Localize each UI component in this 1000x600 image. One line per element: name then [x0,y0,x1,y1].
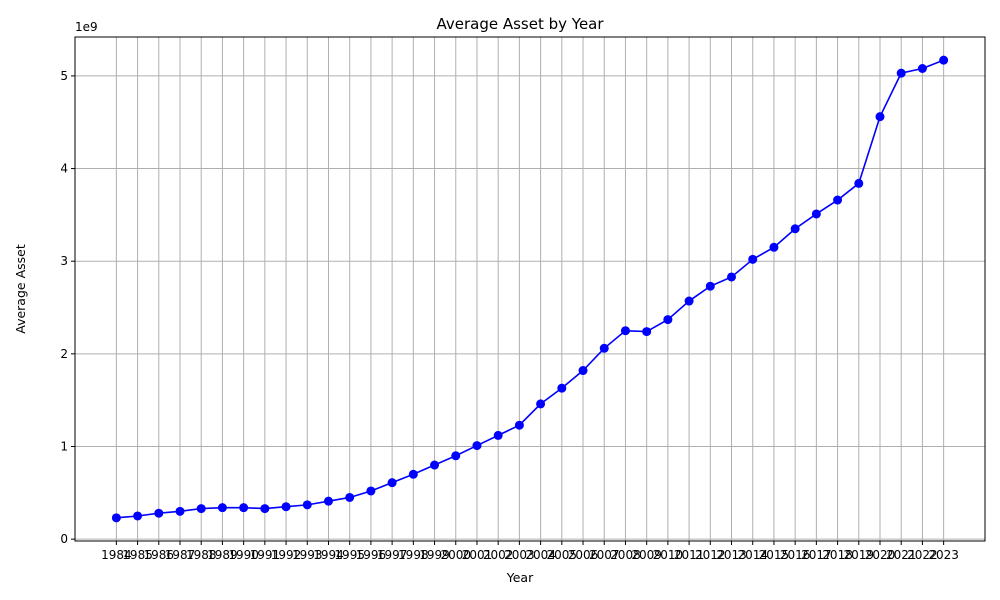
x-tick-label: 2011 [674,548,705,562]
data-point [260,504,270,514]
data-point [811,209,821,219]
x-tick-label: 1993 [292,548,323,562]
x-axis-label: Year [506,570,534,585]
x-tick-label: 2006 [568,548,599,562]
data-point [727,272,737,282]
x-tick-label: 2000 [440,548,471,562]
x-tick-label: 2009 [631,548,662,562]
data-point [663,315,673,325]
y-axis-label: Average Asset [13,244,28,334]
data-point [408,469,418,479]
data-point [175,506,185,516]
data-point [748,254,758,264]
y-tick-label: 5 [60,69,68,83]
x-tick-label: 2004 [525,548,556,562]
x-tick-label: 2001 [462,548,493,562]
x-tick-label: 1985 [122,548,153,562]
data-point [323,496,333,506]
data-point [854,178,864,188]
data-point [599,343,609,353]
x-axis: 1984198519861987198819891990199119921993… [101,541,959,562]
x-tick-label: 2008 [610,548,641,562]
data-point [472,441,482,451]
data-point [196,504,206,514]
x-tick-label: 1995 [334,548,365,562]
x-tick-label: 2021 [886,548,917,562]
x-tick-label: 2015 [759,548,790,562]
y-multiplier-label: 1e9 [75,20,98,34]
chart-title: Average Asset by Year [436,15,604,33]
data-point [769,242,779,252]
x-tick-label: 2023 [928,548,959,562]
x-tick-label: 1991 [250,548,281,562]
x-tick-label: 1996 [356,548,387,562]
plot-frame [74,36,986,542]
x-tick-label: 1997 [377,548,408,562]
x-tick-label: 1990 [228,548,259,562]
y-tick-label: 3 [60,254,68,268]
x-tick-label: 1986 [144,548,175,562]
x-tick-label: 2014 [737,548,768,562]
x-tick-label: 2012 [695,548,726,562]
x-tick-label: 1988 [186,548,217,562]
data-point [345,492,355,502]
data-point [620,326,630,336]
series-line-path [116,59,944,519]
data-point [111,513,121,523]
x-tick-label: 2022 [907,548,938,562]
grid [75,37,985,541]
data-point [302,500,312,510]
x-tick-label: 2019 [844,548,875,562]
x-tick-label: 2013 [716,548,747,562]
y-tick-label: 4 [60,162,68,176]
data-point [281,502,291,512]
data-point [684,296,694,306]
data-point [451,451,461,461]
data-point [578,366,588,376]
x-tick-label: 1987 [165,548,196,562]
data-point [939,55,949,65]
data-point [642,327,652,337]
y-axis: 0 1 2 3 4 5 [60,69,75,546]
x-tick-label: 1992 [271,548,302,562]
x-tick-label: 1994 [313,548,344,562]
data-point [493,430,503,440]
x-tick-label: 1989 [207,548,238,562]
data-point [833,195,843,205]
data-point [557,383,567,393]
x-tick-label: 1984 [101,548,132,562]
x-tick-label: 2017 [801,548,832,562]
series-line [111,55,949,523]
data-point [514,420,524,430]
x-tick-label: 2007 [589,548,620,562]
data-point [536,399,546,409]
x-tick-label: 2010 [653,548,684,562]
x-tick-label: 2020 [865,548,896,562]
y-tick-label: 1 [60,440,68,454]
data-point [790,224,800,234]
data-point [875,112,885,122]
x-tick-label: 2016 [780,548,811,562]
data-point [896,68,906,78]
data-point [239,503,249,513]
x-tick-label: 2005 [547,548,578,562]
x-tick-label: 2003 [504,548,535,562]
data-point [366,486,376,496]
x-tick-label: 1998 [398,548,429,562]
data-point [917,64,927,73]
data-point [387,478,397,488]
data-point [705,281,715,291]
x-tick-label: 2002 [483,548,514,562]
data-point [133,511,143,521]
y-tick-label: 0 [60,532,68,546]
x-tick-label: 2018 [822,548,853,562]
data-point [217,503,227,513]
data-point [154,508,164,518]
data-point [430,460,440,470]
x-tick-label: 1999 [419,548,450,562]
y-tick-label: 2 [60,347,68,361]
